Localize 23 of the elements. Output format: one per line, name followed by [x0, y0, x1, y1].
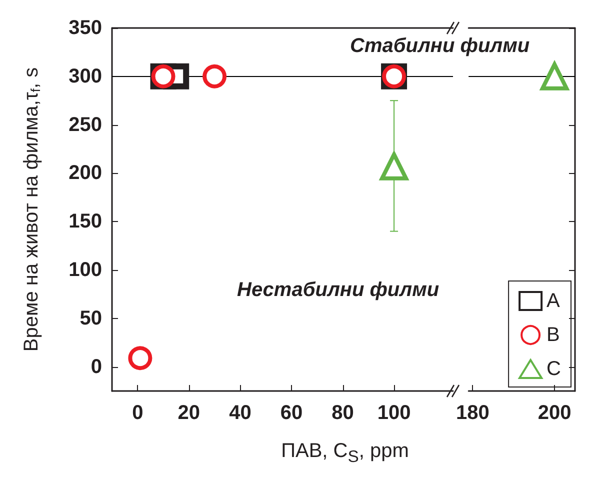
x-tick-label: 80 — [332, 402, 354, 424]
annotation: Стабилни филми — [350, 35, 530, 58]
y-tick-label: 300 — [68, 65, 102, 88]
x-axis-title: ПАВ, C$_{S}$, ppm — [280, 440, 410, 467]
annotation: Нестабилни филми — [237, 279, 440, 302]
y-tick-label: 200 — [68, 162, 102, 184]
y-tick-label: 150 — [68, 210, 102, 233]
y-tick-label: 0 — [90, 356, 102, 378]
y-tick-label: 50 — [80, 307, 102, 330]
x-tick-label: 200 — [538, 402, 572, 424]
legend-label: C — [546, 358, 562, 380]
y-tick-label: 250 — [68, 114, 102, 136]
x-tick-label: 180 — [456, 402, 490, 424]
legend-label: B — [546, 324, 560, 346]
y-tick-label: 100 — [68, 259, 102, 281]
y-tick-label: 350 — [68, 17, 102, 39]
legend-label: A — [546, 290, 561, 312]
x-tick-label: 0 — [132, 402, 144, 424]
x-tick-label: 100 — [377, 402, 411, 424]
x-tick-label: 60 — [280, 402, 303, 424]
y-axis-title: Време на живот на филма,τf, s — [20, 67, 43, 352]
x-tick-label: 40 — [229, 402, 252, 424]
x-tick-label: 20 — [178, 402, 200, 424]
